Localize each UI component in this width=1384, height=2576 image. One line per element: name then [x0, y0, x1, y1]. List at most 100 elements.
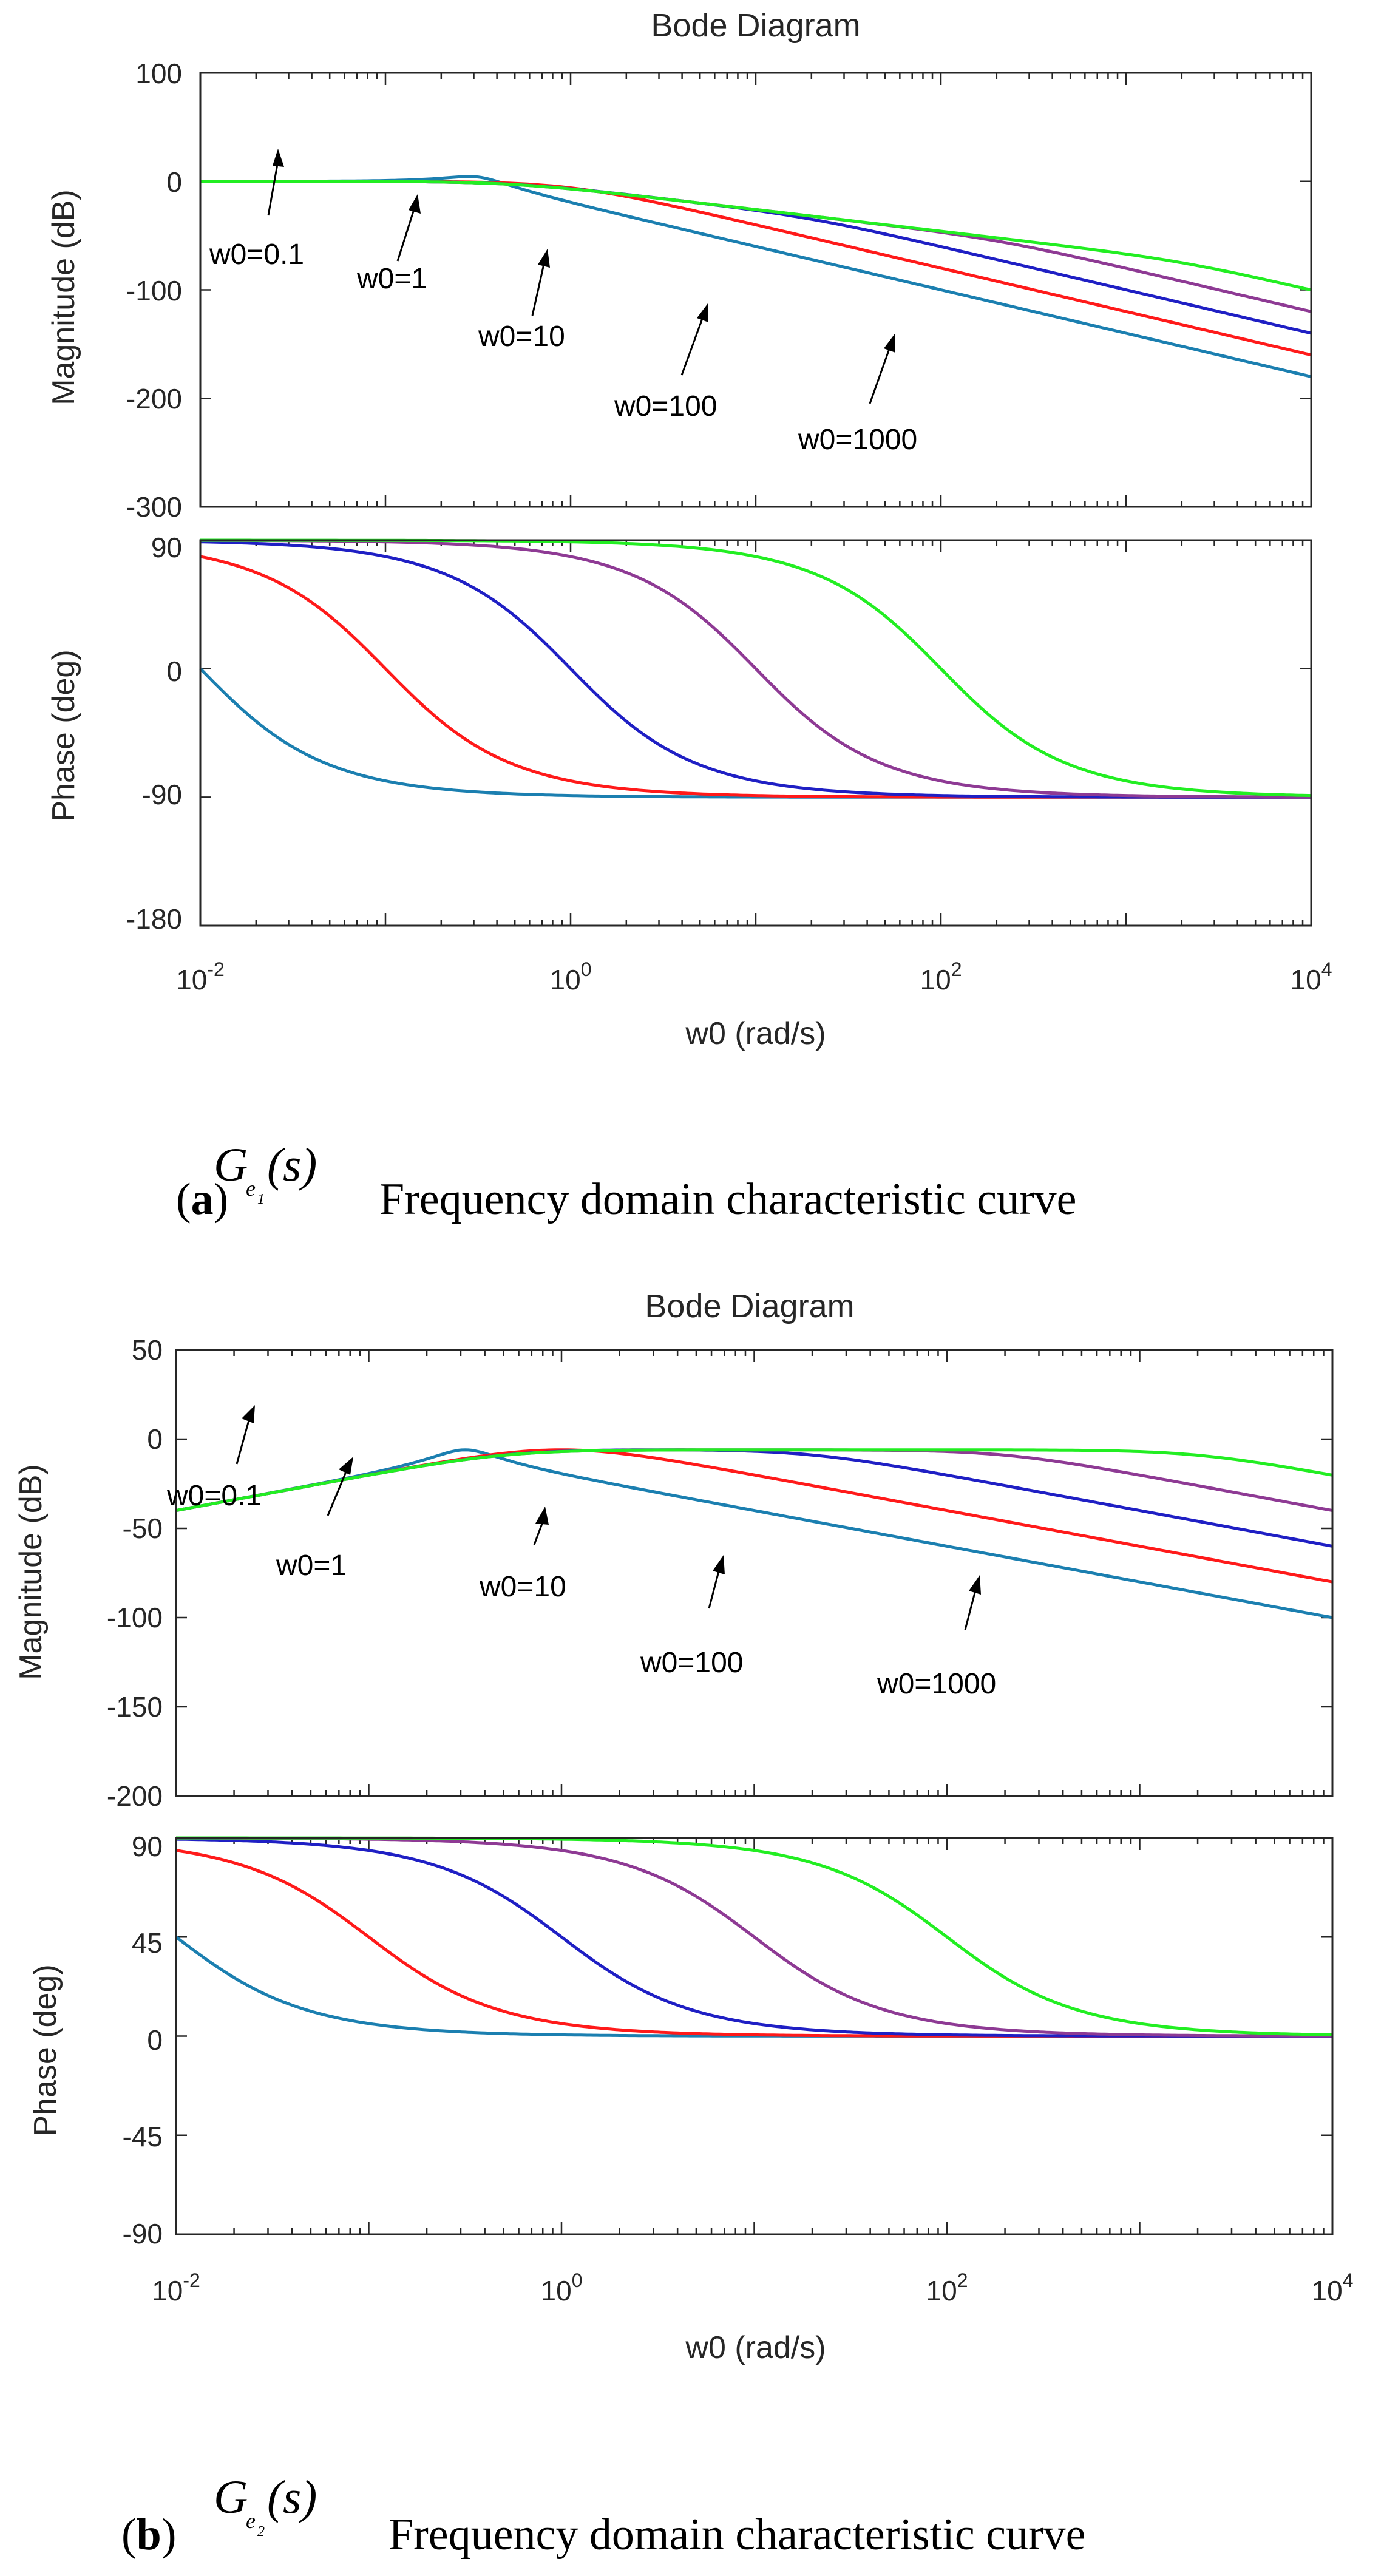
chart-a-caption-subsub: 1 [257, 1191, 265, 1207]
chart-b-mag-ytick-5: -200 [107, 1780, 163, 1812]
chart-a-xtick-0: 10-2 [176, 958, 225, 995]
chart-b-phase-ytick-3: -45 [123, 2121, 163, 2152]
chart-b-magnitude-panel: Magnitude (dB) 50 0 -50 -100 -150 -200 [13, 1334, 1334, 1812]
arrow-icon [535, 1507, 549, 1525]
chart-b-mag-ytick-2: -50 [123, 1513, 163, 1544]
chart-a-mag-ytick-4: -300 [126, 491, 182, 523]
chart-a-phase-curves [199, 538, 1312, 799]
chart-a-caption-label: a [191, 1174, 214, 1224]
chart-b-mag-ytick-3: -100 [107, 1602, 163, 1633]
arrow-icon [339, 1457, 353, 1475]
chart-b-magnitude-ylabel: Magnitude (dB) [13, 1464, 49, 1680]
chart-b-annot-w0-1000: w0=1000 [877, 1668, 996, 1700]
chart-a-phase-ytick-2: -90 [142, 779, 182, 810]
chart-a-phase-ylabel: Phase (deg) [46, 649, 81, 821]
chart-b-xtick-2: 102 [926, 2269, 968, 2307]
chart-a-annot-w0-100: w0=100 [614, 390, 717, 422]
chart-b-annot-w0-100: w0=100 [640, 1647, 743, 1679]
chart-b-annot-w0-1: w0=1 [276, 1550, 347, 1582]
chart-b-caption: (b) G e 2 (s) Frequency domain character… [121, 2470, 1086, 2560]
chart-a-mag-ytick-3: -200 [126, 383, 182, 415]
chart-b-caption-arg: (s) [267, 2470, 317, 2523]
magnitude-series-w0-100 [175, 1448, 1333, 1513]
chart-b-caption-text: Frequency domain characteristic curve [388, 2510, 1086, 2560]
chart-a-magnitude-curves [200, 175, 1312, 378]
chart-b-phase-axes-box [175, 1837, 1334, 2235]
chart-a-phase-axes-box [199, 539, 1312, 927]
chart-a-xtick-1: 100 [550, 958, 592, 995]
chart-a-caption-sub: e [246, 1176, 256, 1201]
magnitude-series-w0-1000 [200, 180, 1312, 292]
chart-b-mag-ytick-4: -150 [107, 1691, 163, 1723]
chart-b-phase-ytick-1: 45 [132, 1927, 163, 1959]
phase-series-w0-0.1 [199, 667, 1311, 799]
chart-b-annotations: w0=0.1 w0=1 w0=10 w0=100 w0=1000 [166, 1405, 996, 1700]
chart-b-annot-w0-0.1: w0=0.1 [166, 1480, 262, 1512]
chart-b-phase-ylabel: Phase (deg) [28, 1964, 63, 2136]
chart-b-caption-label: b [137, 2510, 161, 2560]
chart-a-caption-arg: (s) [267, 1138, 317, 1191]
chart-a-phase-ytick-3: -180 [126, 903, 182, 935]
svg-text:(a): (a) [176, 1174, 228, 1224]
chart-a-annot-w0-1000: w0=1000 [798, 424, 917, 456]
arrow-icon [538, 249, 550, 268]
phase-series-w0-100 [200, 538, 1311, 799]
arrow-icon [697, 303, 708, 322]
chart-a-xtick-3: 104 [1291, 958, 1332, 995]
chart-b-xtick-1: 100 [541, 2269, 583, 2307]
chart-b-mag-ytick-0: 50 [132, 1334, 163, 1366]
chart-a-xlabel: w0 (rad/s) [685, 1016, 826, 1051]
chart-a-annotations: w0=0.1 w0=1 w0=10 w0=100 w0=1000 [209, 149, 917, 456]
chart-b-caption-sub: e [246, 2509, 256, 2533]
chart-b-phase-ytick-4: -90 [123, 2218, 163, 2249]
chart-a-mag-ytick-2: -100 [126, 275, 182, 307]
chart-a-caption: (a) G e 1 (s) Frequency domain character… [176, 1138, 1077, 1224]
chart-b-title: Bode Diagram [645, 1288, 854, 1324]
chart-b-phase-panel: Phase (deg) 90 45 0 -45 -90 [28, 1831, 1334, 2249]
phase-series-w0-1 [200, 555, 1311, 799]
chart-b-caption-symbol: G [214, 2470, 248, 2523]
chart-b-phase-ytick-0: 90 [132, 1831, 163, 1862]
chart-b-caption-subsub: 2 [257, 2524, 265, 2540]
chart-b-magnitude-curves [175, 1448, 1333, 1619]
phase-series-w0-0.1 [175, 1936, 1332, 2038]
arrow-icon [273, 149, 284, 167]
chart-b-mag-ytick-1: 0 [147, 1423, 163, 1455]
chart-a-caption-text: Frequency domain characteristic curve [379, 1174, 1077, 1224]
svg-text:(b): (b) [121, 2510, 176, 2560]
chart-b-phase-curves [175, 1836, 1333, 2038]
arrow-icon [713, 1555, 725, 1574]
chart-a-phase-ytick-1: 0 [166, 656, 182, 687]
chart-a-magnitude-ylabel: Magnitude (dB) [46, 189, 81, 405]
chart-a-phase-ytick-0: 90 [151, 532, 182, 563]
arrow-icon [969, 1575, 981, 1595]
chart-a-xtick-2: 102 [920, 958, 962, 995]
chart-a-x-axis: 10-2 100 102 104 w0 (rad/s) [176, 958, 1332, 1051]
chart-a-phase-panel: Phase (deg) 90 0 -90 -180 [46, 532, 1312, 935]
chart-a-mag-ytick-1: 0 [166, 166, 182, 198]
phase-series-w0-100 [176, 1836, 1332, 2038]
magnitude-series-w0-1000 [175, 1448, 1333, 1513]
arrow-icon [884, 334, 895, 353]
chart-a-mag-ytick-0: 100 [135, 58, 182, 89]
chart-b-annot-w0-10: w0=10 [479, 1571, 566, 1603]
chart-b-xlabel: w0 (rad/s) [685, 2330, 826, 2365]
chart-a-annot-w0-1: w0=1 [356, 263, 427, 295]
arrow-icon [242, 1405, 255, 1423]
chart-b-xtick-0: 10-2 [152, 2269, 200, 2307]
chart-b-xtick-3: 104 [1312, 2269, 1354, 2307]
chart-a-caption-symbol: G [214, 1138, 248, 1191]
figure-b: Bode Diagram Magnitude (dB) 50 0 -50 -10… [13, 1288, 1353, 2560]
chart-a-annot-w0-10: w0=10 [478, 320, 565, 353]
arrow-icon [409, 194, 421, 214]
chart-a-magnitude-panel: Magnitude (dB) 100 0 -100 -200 -300 [46, 58, 1312, 523]
chart-a-magnitude-axes-box [199, 72, 1312, 508]
chart-a-annot-w0-0.1: w0=0.1 [209, 239, 304, 271]
phase-series-w0-1 [175, 1849, 1332, 2038]
chart-b-mag-tick-marks [175, 1349, 1332, 1797]
chart-a-phase-tick-marks [199, 539, 1311, 927]
chart-a-title: Bode Diagram [651, 7, 860, 44]
chart-b-magnitude-axes-box [175, 1349, 1334, 1797]
chart-b-x-axis: 10-2 100 102 104 w0 (rad/s) [152, 2269, 1353, 2365]
